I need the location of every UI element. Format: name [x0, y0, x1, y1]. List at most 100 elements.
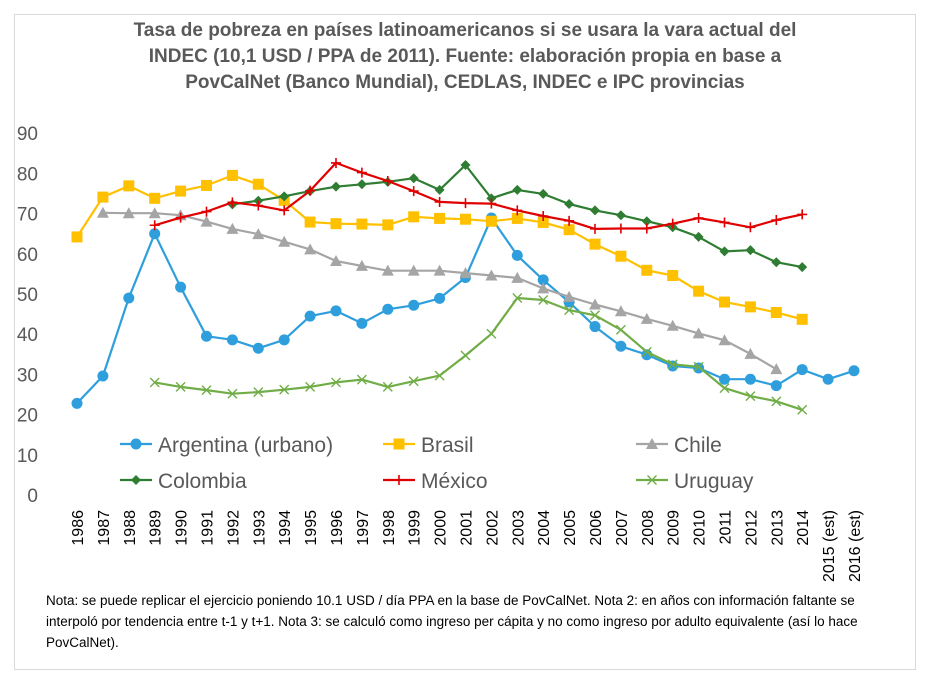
data-point	[719, 383, 730, 394]
data-point	[667, 218, 678, 229]
x-tick-label: 1998	[381, 510, 398, 546]
data-point	[692, 327, 705, 339]
data-point	[382, 381, 393, 392]
data-point	[538, 295, 549, 306]
x-tick-label: 2006	[588, 510, 605, 546]
data-point	[381, 264, 394, 276]
data-point	[615, 250, 627, 262]
chart-title-line-2: INDEC (10,1 USD / PPA de 2011). Fuente: …	[148, 46, 782, 67]
data-point	[433, 264, 446, 276]
data-point	[330, 305, 342, 317]
data-point	[382, 303, 394, 315]
data-point	[797, 262, 808, 273]
data-point	[564, 198, 575, 209]
data-point	[511, 249, 523, 261]
data-point	[641, 346, 652, 357]
data-point	[563, 224, 575, 236]
y-tick-label: 90	[17, 124, 38, 145]
y-tick-label: 50	[17, 285, 38, 306]
x-tick-label: 2004	[536, 510, 553, 546]
data-point	[460, 350, 471, 361]
data-point	[564, 305, 575, 316]
x-tick-label: 1995	[303, 510, 320, 546]
data-point	[382, 176, 393, 187]
x-tick-label: 1990	[174, 510, 191, 546]
data-point	[434, 292, 446, 304]
data-point	[356, 179, 367, 190]
data-point	[434, 370, 445, 381]
data-point	[797, 209, 808, 220]
data-point	[252, 178, 264, 190]
x-tick-label: 1996	[329, 510, 346, 546]
data-point	[719, 246, 730, 257]
data-point	[614, 305, 627, 317]
data-point	[666, 319, 679, 331]
data-point	[407, 264, 420, 276]
data-point	[200, 215, 213, 227]
data-point	[640, 312, 653, 324]
data-point	[796, 364, 808, 376]
data-point	[227, 388, 238, 399]
x-tick-label: 1997	[355, 510, 372, 546]
series-line	[154, 161, 803, 230]
x-tick-label: 2013	[769, 510, 786, 546]
data-point	[641, 264, 653, 276]
x-tick-label: 2007	[614, 510, 631, 546]
data-point	[253, 200, 264, 211]
y-tick-label: 0	[27, 486, 38, 507]
data-point	[123, 180, 135, 192]
data-point	[356, 317, 368, 329]
data-point	[563, 290, 576, 302]
data-point	[744, 347, 757, 359]
x-tick-label: 2014	[795, 510, 812, 546]
data-point	[485, 269, 498, 281]
data-point	[511, 271, 524, 283]
legend-label: México	[421, 470, 488, 493]
data-point	[434, 212, 446, 224]
data-point	[278, 334, 290, 346]
data-point	[331, 181, 341, 192]
data-point	[331, 377, 341, 388]
data-point	[460, 198, 471, 209]
data-point	[382, 219, 394, 231]
data-point	[770, 306, 782, 318]
x-tick-label: 2002	[484, 510, 501, 546]
data-point	[693, 285, 705, 297]
data-point	[641, 349, 653, 361]
data-point	[408, 173, 419, 184]
data-point	[253, 387, 264, 398]
x-tick-label: 1993	[251, 510, 268, 546]
data-point	[590, 310, 600, 321]
data-point	[201, 330, 212, 342]
x-tick-label: 2008	[640, 510, 657, 546]
data-point	[693, 361, 704, 372]
data-point	[408, 299, 420, 311]
data-point	[537, 274, 549, 286]
data-point	[590, 223, 600, 234]
x-tick-label: 1988	[122, 510, 139, 546]
x-tick-label: 2010	[692, 510, 709, 546]
data-point	[97, 191, 109, 203]
x-tick-label: 1992	[225, 510, 242, 546]
data-point	[485, 215, 497, 227]
data-point	[71, 397, 83, 409]
data-point	[408, 186, 419, 197]
x-tick-label: 2011	[718, 510, 735, 545]
data-point	[512, 293, 523, 304]
data-point	[797, 404, 808, 415]
data-point	[279, 205, 290, 216]
x-tick-label: 2000	[433, 510, 450, 546]
data-point	[226, 169, 238, 181]
y-tick-label: 10	[17, 446, 38, 467]
data-point	[305, 185, 316, 196]
data-point	[744, 301, 756, 313]
data-point	[538, 188, 549, 199]
data-point	[123, 292, 135, 304]
data-point	[434, 184, 445, 195]
data-point	[615, 223, 626, 234]
data-point	[149, 192, 161, 204]
series-line	[76, 216, 855, 405]
chart-title-line-1: Tasa de pobreza en países latinoamerican…	[133, 20, 797, 41]
data-point	[615, 324, 626, 335]
